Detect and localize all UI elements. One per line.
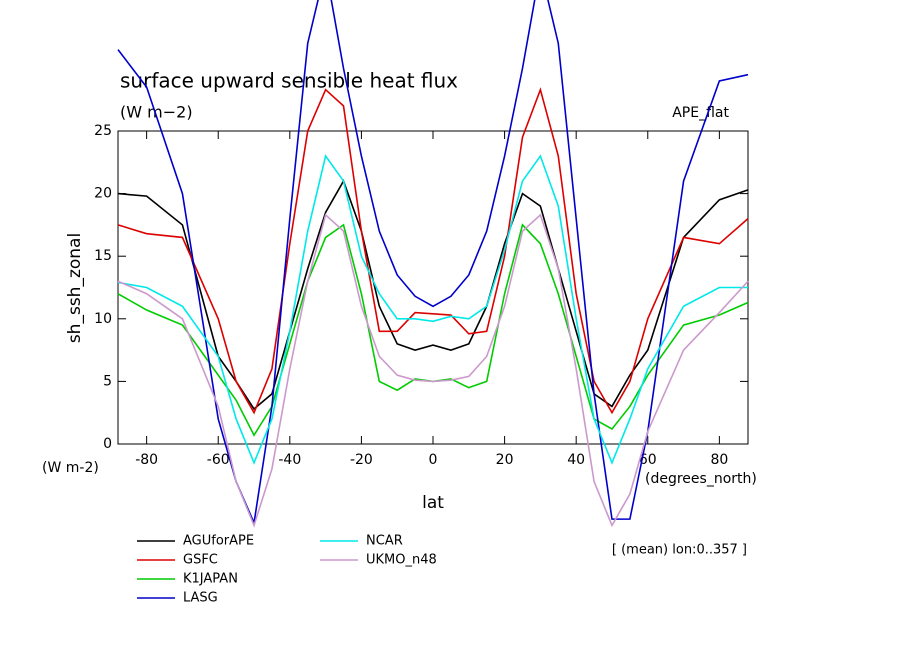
legend-label: AGUforAPE xyxy=(183,534,254,549)
series-line xyxy=(117,87,749,415)
x-tick-label: -80 xyxy=(135,452,158,468)
chart-subtitle: (W m−2) xyxy=(120,103,193,122)
note: [ (mean) lon:0..357 ] xyxy=(612,543,747,558)
legend-label: LASG xyxy=(183,591,218,606)
y-tick-label: 15 xyxy=(94,248,112,264)
x-units: (degrees_north) xyxy=(645,471,757,487)
experiment-label: APE_flat xyxy=(672,105,729,121)
x-tick-label: 40 xyxy=(567,452,585,468)
y-units: (W m-2) xyxy=(42,460,99,476)
x-tick-label: -60 xyxy=(207,452,230,468)
legend-label: NCAR xyxy=(366,534,403,549)
x-tick-label: 80 xyxy=(710,452,728,468)
chart-title: surface upward sensible heat flux xyxy=(120,69,458,93)
legend-label: GSFC xyxy=(183,553,218,568)
y-tick-label: 5 xyxy=(103,373,112,389)
x-axis-label: lat xyxy=(422,493,444,513)
legend-label: UKMO_n48 xyxy=(366,553,437,568)
y-axis-label: sh_ssh_zonal xyxy=(65,233,85,343)
x-tick-label: -20 xyxy=(350,452,373,468)
y-tick-label: 10 xyxy=(94,311,112,327)
legend-label: K1JAPAN xyxy=(183,572,238,587)
y-tick-label: 0 xyxy=(103,436,112,452)
series-line xyxy=(117,154,748,465)
x-tick-label: 20 xyxy=(496,452,514,468)
series-line xyxy=(117,213,749,528)
x-tick-label: 0 xyxy=(429,452,438,468)
y-tick-label: 20 xyxy=(94,186,112,202)
series-line xyxy=(117,179,749,411)
y-tick-label: 25 xyxy=(94,123,112,139)
x-tick-label: -40 xyxy=(278,452,301,468)
